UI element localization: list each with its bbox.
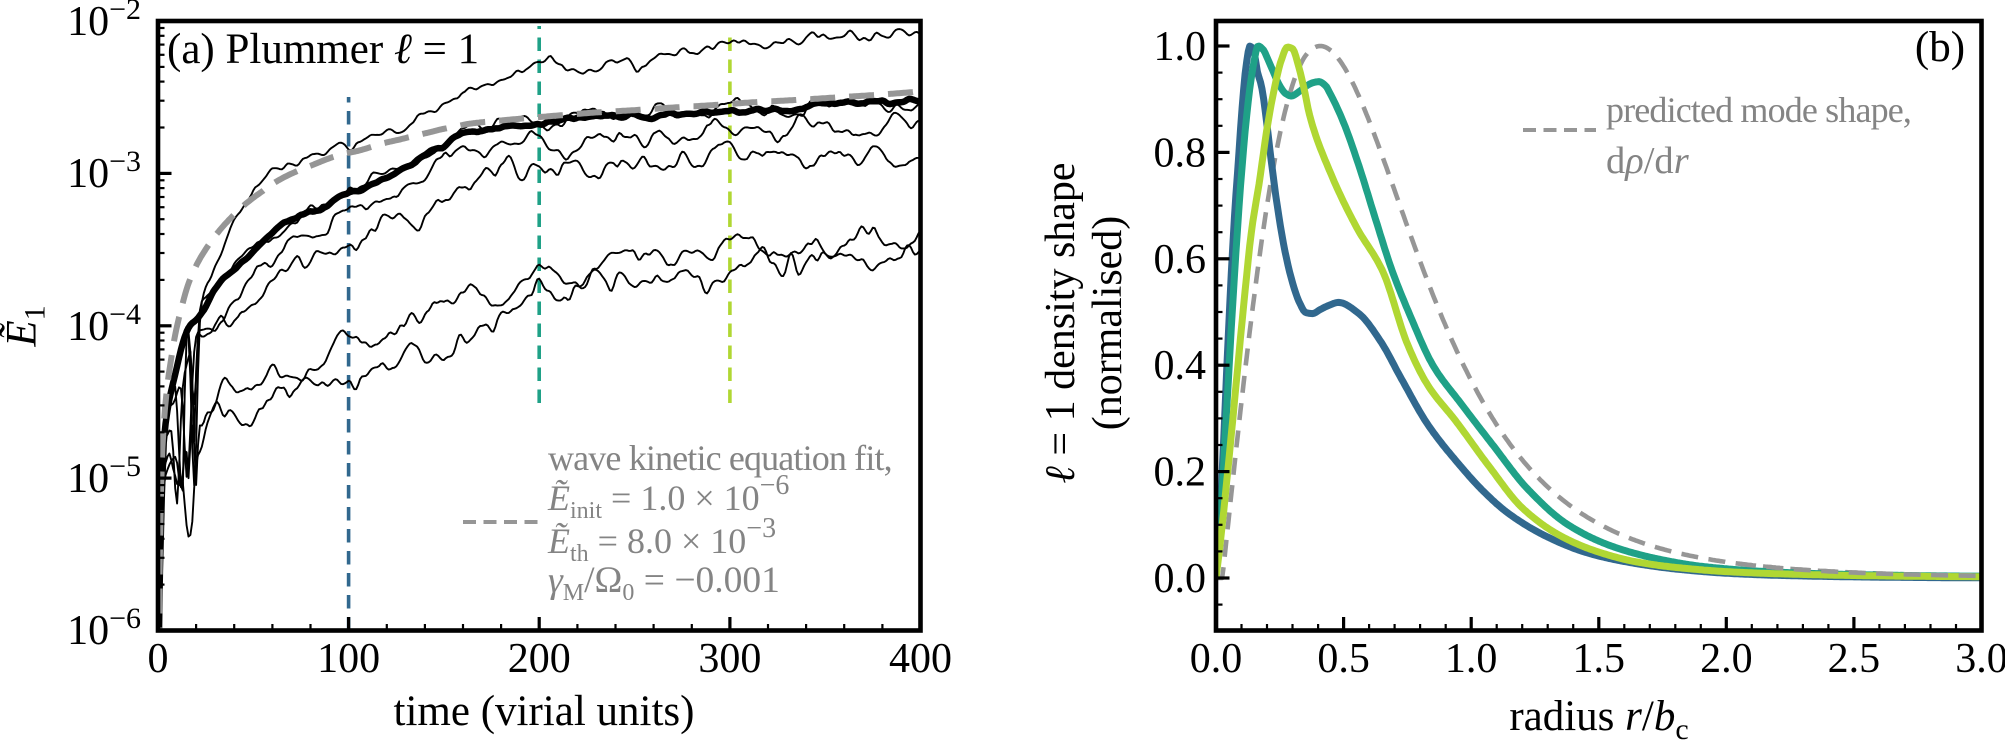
svg-text:1.0: 1.0: [1445, 636, 1498, 682]
svg-text:γM/Ω0 = −0.001: γM/Ω0 = −0.001: [548, 560, 780, 606]
svg-text:ℓ = 1 density shape: ℓ = 1 density shape: [1038, 162, 1084, 483]
svg-text:0: 0: [148, 636, 169, 682]
svg-text:radius r/bc: radius r/bc: [1509, 693, 1688, 741]
svg-text:1.5: 1.5: [1573, 636, 1626, 682]
svg-text:0.8: 0.8: [1154, 130, 1207, 176]
svg-text:200: 200: [508, 636, 571, 682]
svg-text:10−5: 10−5: [67, 450, 141, 502]
svg-text:dρ/dr: dρ/dr: [1606, 140, 1690, 182]
svg-text:400: 400: [889, 636, 952, 682]
svg-text:time (virial units): time (virial units): [394, 688, 695, 735]
svg-text:3.0: 3.0: [1955, 636, 2005, 682]
svg-text:Ẽ1: Ẽ1: [0, 305, 52, 347]
svg-text:0.2: 0.2: [1154, 450, 1207, 496]
svg-text:(a) Plummer ℓ = 1: (a) Plummer ℓ = 1: [167, 26, 479, 73]
svg-text:(normalised): (normalised): [1085, 216, 1131, 431]
svg-text:0.0: 0.0: [1190, 636, 1243, 682]
svg-text:(b): (b): [1915, 24, 1965, 71]
svg-text:300: 300: [698, 636, 761, 682]
svg-text:predicted mode shape,: predicted mode shape,: [1606, 90, 1911, 130]
svg-text:Ẽinit = 1.0 × 10−6: Ẽinit = 1.0 × 10−6: [547, 470, 789, 524]
svg-text:0.0: 0.0: [1154, 556, 1207, 602]
svg-text:1.0: 1.0: [1154, 24, 1207, 70]
svg-text:2.0: 2.0: [1700, 636, 1753, 682]
svg-text:10−2: 10−2: [67, 0, 141, 45]
svg-text:Ẽth = 8.0 × 10−3: Ẽth = 8.0 × 10−3: [547, 513, 776, 567]
svg-text:100: 100: [317, 636, 380, 682]
svg-text:0.6: 0.6: [1154, 237, 1207, 283]
svg-text:0.4: 0.4: [1154, 343, 1207, 389]
svg-text:0.5: 0.5: [1317, 636, 1370, 682]
svg-text:wave kinetic equation fit,: wave kinetic equation fit,: [548, 438, 892, 478]
svg-text:2.5: 2.5: [1828, 636, 1881, 682]
